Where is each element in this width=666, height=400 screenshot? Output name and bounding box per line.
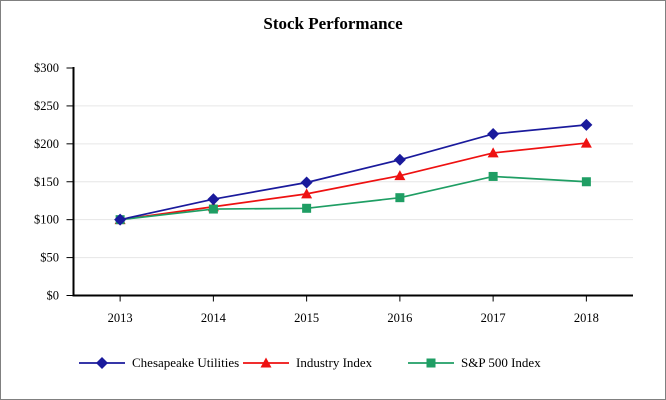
y-axis-tick-label: $50 — [40, 251, 59, 265]
triangle-marker-industry-index-2015 — [301, 188, 313, 199]
y-axis-tick-label: $200 — [34, 137, 59, 151]
diamond-marker-chesapeake-utilities-2013 — [114, 213, 127, 226]
legend-label: Chesapeake Utilities — [132, 355, 240, 370]
triangle-icon — [260, 357, 272, 368]
triangle-marker-industry-index-2018 — [580, 137, 592, 148]
chart-legend: Chesapeake Utilities Industry Index S&P … — [1, 353, 665, 373]
y-axis-tick-label: $250 — [34, 99, 59, 113]
x-axis-tick-label: 2015 — [294, 311, 319, 325]
series-line-chesapeake-utilities — [119, 124, 587, 221]
diamond-marker-chesapeake-utilities-2015 — [300, 176, 313, 189]
legend-label: Industry Index — [296, 355, 373, 370]
square-marker-s-p-500-index-2014 — [208, 204, 218, 214]
legend-item-industry-index: Industry Index — [243, 353, 372, 373]
diamond-marker-chesapeake-utilities-2017 — [487, 127, 500, 140]
y-axis-tick-label: $150 — [34, 175, 59, 189]
x-axis-tick-label: 2018 — [574, 311, 599, 325]
series-line-s-p-500-index — [120, 175, 587, 221]
x-axis-tick-label: 2013 — [108, 311, 133, 325]
series-line-industry-index — [120, 142, 587, 221]
y-axis-tick-label: $100 — [34, 213, 59, 227]
legend-label: S&P 500 Index — [461, 355, 541, 370]
chart-title: Stock Performance — [263, 14, 403, 33]
legend-swatch-triangle-icon — [243, 357, 289, 368]
legend-swatch-diamond-icon — [79, 357, 125, 369]
triangle-marker-industry-index-2017 — [487, 147, 499, 158]
legend-item-chesapeake-utilities: Chesapeake Utilities — [79, 353, 239, 373]
x-axis-tick-label: 2017 — [481, 311, 506, 325]
x-axis-tick-label: 2014 — [201, 311, 227, 325]
y-axis-tick-label: $0 — [47, 289, 60, 303]
legend-swatch-square-icon — [408, 358, 454, 368]
square-marker-s-p-500-index-2015 — [302, 203, 312, 213]
diamond-marker-chesapeake-utilities-2018 — [580, 118, 593, 131]
y-axis-tick-label: $300 — [34, 61, 59, 75]
triangle-marker-industry-index-2016 — [394, 170, 406, 181]
diamond-marker-chesapeake-utilities-2016 — [393, 153, 406, 166]
square-icon — [426, 358, 436, 368]
square-marker-s-p-500-index-2018 — [581, 177, 591, 187]
diamond-icon — [96, 357, 108, 369]
diamond-marker-chesapeake-utilities-2014 — [207, 193, 220, 206]
x-axis-tick-label: 2016 — [387, 311, 412, 325]
legend-item-sp500-index: S&P 500 Index — [408, 353, 541, 373]
square-marker-s-p-500-index-2016 — [395, 193, 405, 203]
square-marker-s-p-500-index-2017 — [488, 171, 498, 181]
